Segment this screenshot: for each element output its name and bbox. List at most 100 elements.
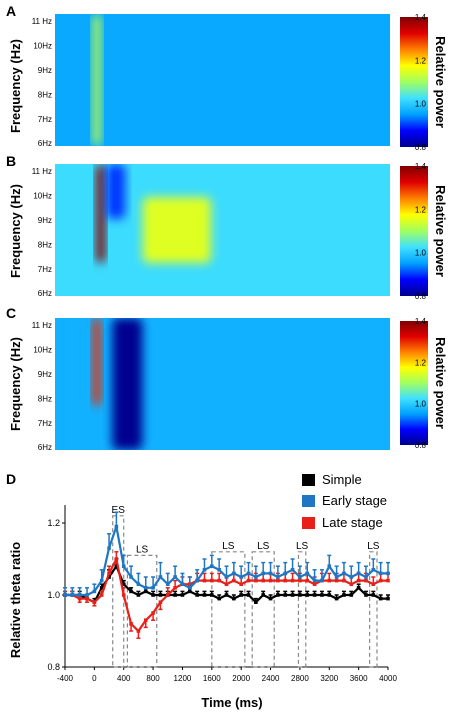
- data-point: [246, 571, 251, 576]
- data-point: [334, 575, 339, 579]
- data-point: [283, 571, 288, 576]
- data-point: [114, 524, 119, 529]
- data-point: [210, 578, 214, 583]
- freq-tick-label: 7Hz: [38, 115, 52, 124]
- data-point: [180, 582, 185, 586]
- x-tick-label: 1600: [203, 674, 221, 683]
- data-point: [378, 578, 383, 583]
- data-point: [210, 593, 214, 597]
- x-tick-label: 2400: [262, 674, 280, 683]
- data-point: [290, 568, 295, 572]
- colorbar-label: Relative power: [433, 36, 448, 128]
- data-point: [334, 578, 339, 583]
- panel-letter-b: B: [6, 153, 16, 169]
- data-point: [312, 593, 317, 597]
- data-point: [107, 571, 111, 576]
- data-point: [224, 582, 229, 586]
- legend-swatch: [302, 474, 315, 486]
- annotation-box: [297, 551, 307, 668]
- annotation-box: [369, 551, 378, 668]
- freq-tick-label: 10Hz: [33, 41, 52, 50]
- data-point: [158, 593, 163, 597]
- data-point: [371, 568, 376, 572]
- data-point: [254, 575, 258, 579]
- data-point: [342, 571, 346, 576]
- data-point: [165, 582, 170, 586]
- data-point: [151, 593, 155, 597]
- x-tick-label: 2800: [291, 674, 309, 683]
- colorbar-c: 1.4 1.2 1.0 0.8 Relative power: [400, 317, 448, 450]
- y-tick-label: 1.0: [47, 590, 60, 600]
- colorbar-a: 1.4 1.2 1.0 0.8 Relative power: [400, 13, 448, 152]
- data-point: [327, 578, 332, 583]
- data-point: [371, 582, 376, 586]
- data-point: [143, 586, 148, 590]
- heatmap-feature-0: [92, 318, 102, 406]
- data-point: [173, 593, 177, 597]
- data-point: [99, 578, 104, 583]
- data-point: [99, 593, 104, 597]
- colorbar-b: 1.4 1.2 1.0 0.8 Relative power: [400, 162, 448, 301]
- colorbar-label: Relative power: [433, 185, 448, 277]
- data-point: [364, 593, 368, 597]
- annotation-label: LS: [257, 541, 270, 552]
- data-point: [261, 571, 266, 576]
- data-point: [143, 589, 148, 594]
- freq-tick-label: 7Hz: [38, 265, 52, 274]
- freq-tick-label: 8Hz: [38, 394, 52, 403]
- data-point: [187, 589, 192, 594]
- colorbar-tick-label: 0.8: [415, 441, 427, 450]
- colorbar-tick-label: 1.0: [415, 400, 427, 409]
- data-point: [276, 575, 280, 579]
- data-point: [320, 578, 324, 583]
- data-point: [349, 593, 354, 597]
- data-point: [173, 586, 177, 590]
- colorbar-tick-label: 1.2: [415, 56, 427, 65]
- data-point: [283, 578, 288, 583]
- freq-tick-label: 6Hz: [38, 289, 52, 298]
- colorbar-label: Relative power: [433, 337, 448, 429]
- data-point: [254, 578, 258, 583]
- data-point: [121, 582, 126, 586]
- colorbar-tick-label: 1.0: [415, 100, 427, 109]
- data-point: [298, 593, 302, 597]
- colorbar-tick-label: 1.0: [415, 249, 427, 258]
- data-point: [165, 593, 170, 597]
- data-point: [107, 575, 111, 579]
- data-point: [386, 578, 390, 583]
- data-point: [268, 596, 273, 601]
- data-point: [210, 564, 214, 568]
- data-point: [305, 571, 310, 576]
- heatmap-b: 11 Hz 10Hz 9Hz 8Hz 7Hz 6Hz: [32, 164, 390, 298]
- data-point: [92, 589, 97, 594]
- panel-b: B Frequency (Hz) 11 Hz 10Hz 9Hz 8Hz 7Hz 6Hz 1…: [6, 153, 448, 301]
- data-point: [63, 593, 67, 597]
- data-point: [371, 593, 376, 597]
- panel-letter-a: A: [6, 3, 16, 19]
- data-point: [246, 593, 251, 597]
- heatmap-a: 11 Hz 10Hz 9Hz 8Hz 7Hz 6Hz: [32, 14, 390, 148]
- colorbar-tick-label: 1.4: [415, 13, 427, 22]
- y-tick-label: 0.8: [47, 662, 60, 672]
- freq-tick-label: 7Hz: [38, 419, 52, 428]
- x-tick-label: 2000: [232, 674, 250, 683]
- line-chart-xlabel: Time (ms): [201, 695, 262, 710]
- x-tick-label: 3600: [350, 674, 368, 683]
- freq-tick-label: 6Hz: [38, 443, 52, 452]
- data-point: [232, 571, 236, 576]
- data-point: [349, 575, 354, 579]
- data-point: [173, 575, 177, 579]
- data-point: [298, 575, 302, 579]
- data-point: [386, 571, 390, 576]
- panel-letter-c: C: [6, 305, 16, 321]
- panel-a: A Frequency (Hz) 11 Hz 10Hz 9Hz 8Hz 7Hz 6Hz 1…: [6, 3, 448, 152]
- line-chart-ylabel: Relative theta ratio: [8, 542, 23, 658]
- data-point: [261, 578, 266, 583]
- colorbar-tick-label: 0.8: [415, 292, 427, 301]
- annotation-label: LS: [136, 544, 149, 555]
- heatmap-feature-1: [112, 318, 143, 450]
- freq-tick-label: 10Hz: [33, 191, 52, 200]
- data-point: [136, 582, 141, 586]
- data-point: [158, 600, 163, 604]
- heatmap-feature-2: [142, 197, 212, 263]
